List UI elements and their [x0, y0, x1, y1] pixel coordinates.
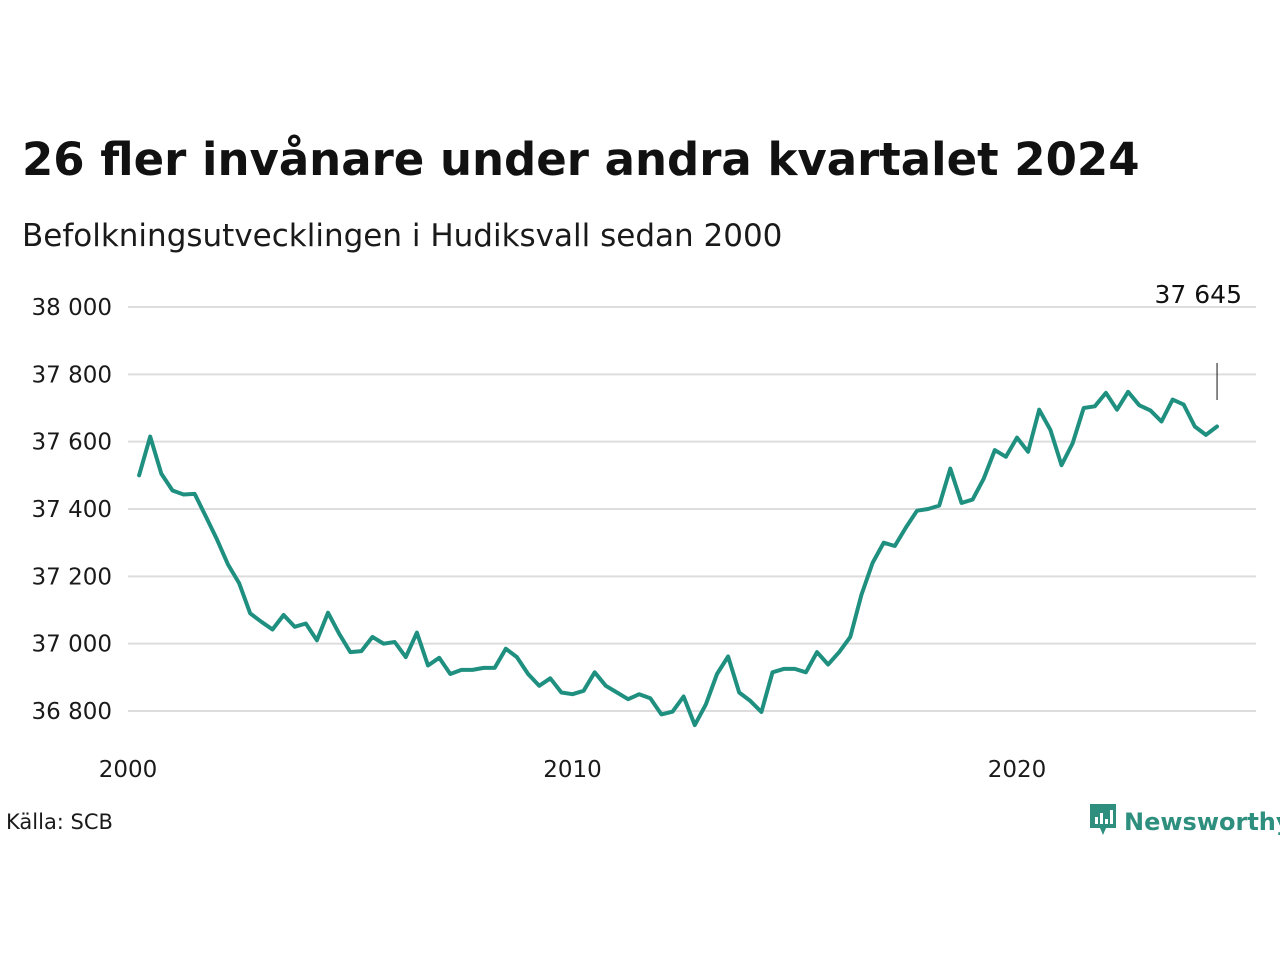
grid-lines [128, 306, 1256, 712]
x-tick-label: 2000 [99, 757, 158, 783]
y-tick-label: 37 800 [32, 362, 112, 388]
line-chart: 36 800 37 000 37 200 37 400 37 600 37 800 38 0… [32, 280, 1256, 783]
y-tick-label: 37 400 [32, 497, 112, 523]
source-note: Källa: SCB [6, 810, 113, 834]
y-tick-label: 38 000 [32, 295, 112, 321]
last-value-label: 37 645 [1155, 280, 1242, 309]
x-axis-ticks: 2000 2010 2020 [99, 757, 1047, 783]
y-tick-label: 37 200 [32, 564, 112, 590]
brand-logo[interactable]: Newsworthy [1088, 803, 1280, 841]
x-tick-label: 2010 [543, 757, 602, 783]
chart-subtitle: Befolkningsutvecklingen i Hudiksvall sed… [22, 218, 783, 254]
x-tick-label: 2020 [988, 757, 1047, 783]
y-tick-label: 36 800 [32, 699, 112, 725]
series-line [137, 389, 1219, 728]
last-value-annotation: 37 645 [1155, 280, 1242, 400]
series-layer [137, 389, 1219, 728]
y-axis-ticks: 36 800 37 000 37 200 37 400 37 600 37 800 38 0… [32, 295, 112, 725]
brand-name: Newsworthy [1124, 808, 1280, 836]
y-tick-label: 37 000 [32, 632, 112, 658]
y-tick-label: 37 600 [32, 430, 112, 456]
newsworthy-logo-icon [1088, 802, 1118, 842]
chart-title: 26 fler invånare under andra kvartalet 2… [22, 133, 1140, 186]
